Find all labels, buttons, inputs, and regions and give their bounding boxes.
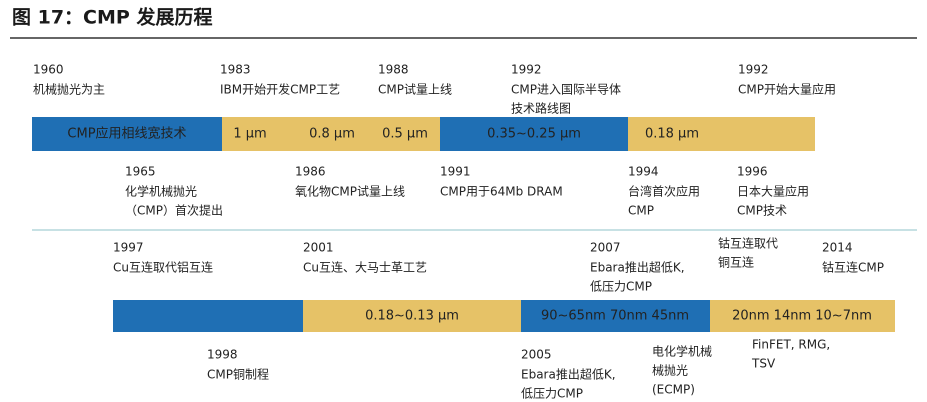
event-text: Cu互连、大马士革工艺 [303,260,427,275]
event-year: 1960 [33,63,64,77]
event-year: 1994 [628,165,659,179]
event-text: FinFET, RMG, [752,338,830,352]
event-year: 1983 [220,63,251,77]
event-text: （CMP）首次提出 [125,203,223,218]
event-text: 日本大量应用 [737,184,809,199]
bar-segment [710,300,895,332]
event-text: 械抛光 [652,363,688,378]
event-year: 1997 [113,241,144,255]
bar-segment [521,300,710,332]
segment-label: 0.35~0.25 μm [487,127,581,142]
segment-label: 0.8 μm [309,127,355,142]
event-text: 台湾首次应用 [628,184,700,199]
bar-segment [440,117,628,151]
event-text: 氧化物CMP试量上线 [295,184,405,199]
event-text: 电化学机械 [652,344,712,359]
event-text: 机械抛光为主 [33,82,105,97]
event-year: 2001 [303,241,334,255]
segment-label: 0.18~0.13 μm [365,309,459,324]
event-year: 1986 [295,165,326,179]
event-year: 1992 [511,63,542,77]
bar-segment [113,300,303,332]
event-text: CMP开始大量应用 [738,82,836,97]
event-year: 1965 [125,165,156,179]
event-text: CMP铜制程 [207,367,269,382]
event-text: CMP用于64Mb DRAM [440,185,563,199]
event-year: 2005 [521,348,552,362]
event-text: CMP试量上线 [378,82,452,97]
event-text: 钴互连CMP [822,260,884,275]
event-year: 1992 [738,63,769,77]
event-text: (ECMP) [652,383,695,397]
event-text: Ebara推出超低K, [590,260,685,275]
event-year: 2007 [590,241,621,255]
segment-label: 0.5 μm [382,127,428,142]
event-text: 化学机械抛光 [125,184,197,199]
event-year: 2014 [822,241,853,255]
segment-label: 1 μm [233,127,266,142]
segment-label: 90~65nm 70nm 45nm [541,309,689,324]
event-year: 1988 [378,63,409,77]
event-text: TSV [751,357,776,371]
event-text: CMP技术 [737,204,787,218]
event-text: 低压力CMP [590,280,652,294]
segment-label: 0.18 μm [645,127,699,142]
event-text: 技术路线图 [511,101,571,116]
segment-label: 20nm 14nm 10~7nm [732,309,872,324]
event-text: 铜互连 [718,255,754,270]
figure-title: 图 17：CMP 发展历程 [12,6,212,29]
event-text: IBM开始开发CMP工艺 [220,82,340,97]
bar-segment [628,117,815,151]
bar-segment [303,300,521,332]
event-text: Cu互连取代铝互连 [113,260,213,275]
event-text: 钴互连取代 [718,236,778,251]
event-text: CMP [628,204,654,218]
event-text: 低压力CMP [521,387,583,401]
event-year: 1991 [440,165,471,179]
bar-segment [32,117,222,151]
event-year: 1996 [737,165,768,179]
event-year: 1998 [207,348,238,362]
segment-label: CMP应用相线宽技术 [67,126,186,142]
bar-segment [222,117,440,151]
event-text: CMP进入国际半导体 [511,83,621,97]
event-text: Ebara推出超低K, [521,367,616,382]
